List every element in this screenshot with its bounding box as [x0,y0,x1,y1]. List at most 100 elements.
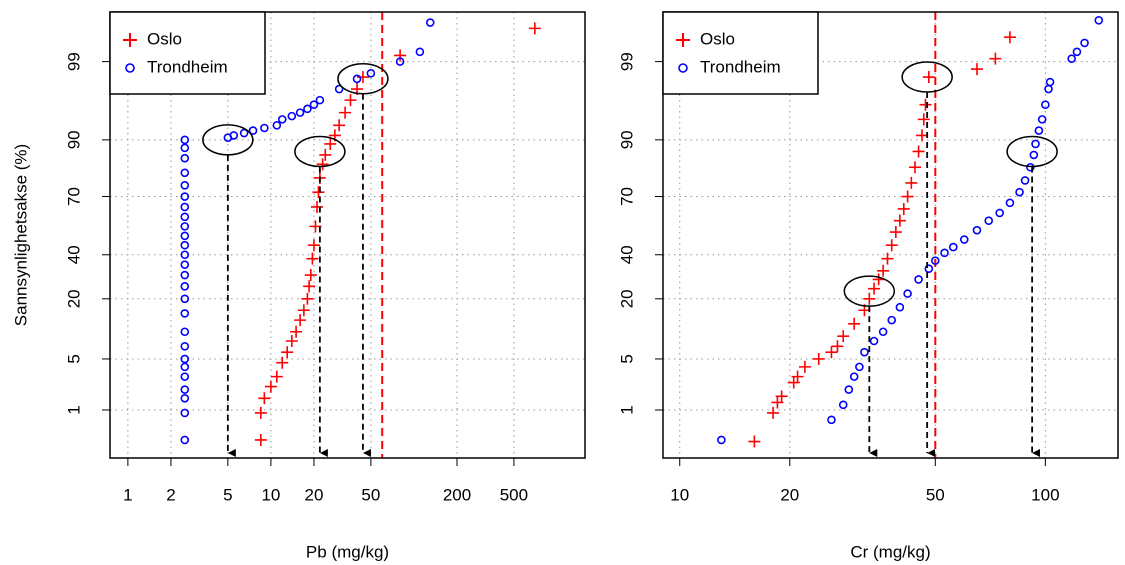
point [356,71,369,84]
point [394,49,407,62]
y-axis-label: Sannsynlighetsakse (%) [11,144,30,326]
point [366,69,376,78]
point [276,356,289,369]
point [930,256,940,265]
point [877,264,890,277]
legend-marker [678,63,688,73]
point [528,22,541,35]
point [180,327,190,337]
x-tick-label: 5 [223,485,232,504]
point [180,250,190,260]
point [339,106,352,119]
point [775,390,788,403]
point [309,100,319,110]
point [1020,176,1030,185]
y-tick-label: 40 [617,245,636,264]
point [1067,54,1076,63]
point [319,148,332,161]
point [869,336,879,346]
x-tick-label: 50 [361,485,380,504]
point [1094,15,1104,25]
point [258,392,271,405]
point [812,352,825,365]
point [180,270,190,280]
point [885,239,898,252]
point [425,18,435,27]
point [917,113,930,126]
y-tick-label: 90 [617,130,636,149]
plot: 1 2 5 10 20 50 200 500 1 5 20 40 70 90 99 Oslo Trondheim… [11,11,586,561]
point [855,362,864,372]
point [180,354,190,364]
point [180,362,190,372]
point [897,202,910,215]
point [972,225,982,235]
y-tick-label: 99 [64,52,83,71]
point [333,119,346,132]
point [180,202,190,212]
point [180,240,190,250]
point [260,123,269,133]
point [1015,187,1024,197]
y-tick-label: 5 [617,354,636,363]
point [895,302,905,312]
point [312,186,325,199]
legend-label: Trondheim [700,57,781,76]
point [905,176,918,189]
point [1045,77,1055,87]
point [180,281,190,291]
point [837,330,850,343]
point [908,161,921,174]
point [301,292,314,305]
point [264,380,277,393]
point [180,153,190,163]
point [912,145,925,158]
x-tick-label: 10 [670,485,689,504]
point [180,222,190,231]
point [415,47,425,57]
point [180,372,190,381]
point [1003,31,1016,44]
point [970,63,983,76]
point [887,315,897,325]
point [771,396,784,409]
point [903,289,912,298]
point [180,294,190,304]
point [180,192,190,201]
point [844,385,854,394]
point [180,180,190,190]
point [868,282,881,295]
point [1044,84,1053,94]
point [334,84,344,94]
point [180,143,190,153]
x-tick-label: 50 [926,485,945,504]
point [872,273,885,286]
point [1080,38,1089,48]
point [948,242,958,252]
point [315,95,325,105]
legend-label: Oslo [147,29,182,48]
point [324,137,337,150]
y-tick-label: 20 [64,289,83,308]
point [277,115,287,124]
point [767,406,780,419]
point [239,128,249,138]
point [827,415,836,425]
plot-frame [109,11,586,459]
plot: 10 20 50 100 1 5 20 40 70 90 99 Oslo Trondheim Cr (mg… [617,11,1119,561]
point [940,248,949,258]
point [180,309,190,318]
point [180,435,190,445]
x-tick-label: 1 [123,485,132,504]
point [229,131,239,140]
legend-marker [123,33,137,47]
y-tick-label: 90 [64,130,83,149]
point [180,168,190,178]
point [1029,150,1039,160]
point [1037,115,1047,124]
point [995,208,1004,218]
point [717,435,726,445]
point [848,317,861,330]
point [849,372,859,381]
